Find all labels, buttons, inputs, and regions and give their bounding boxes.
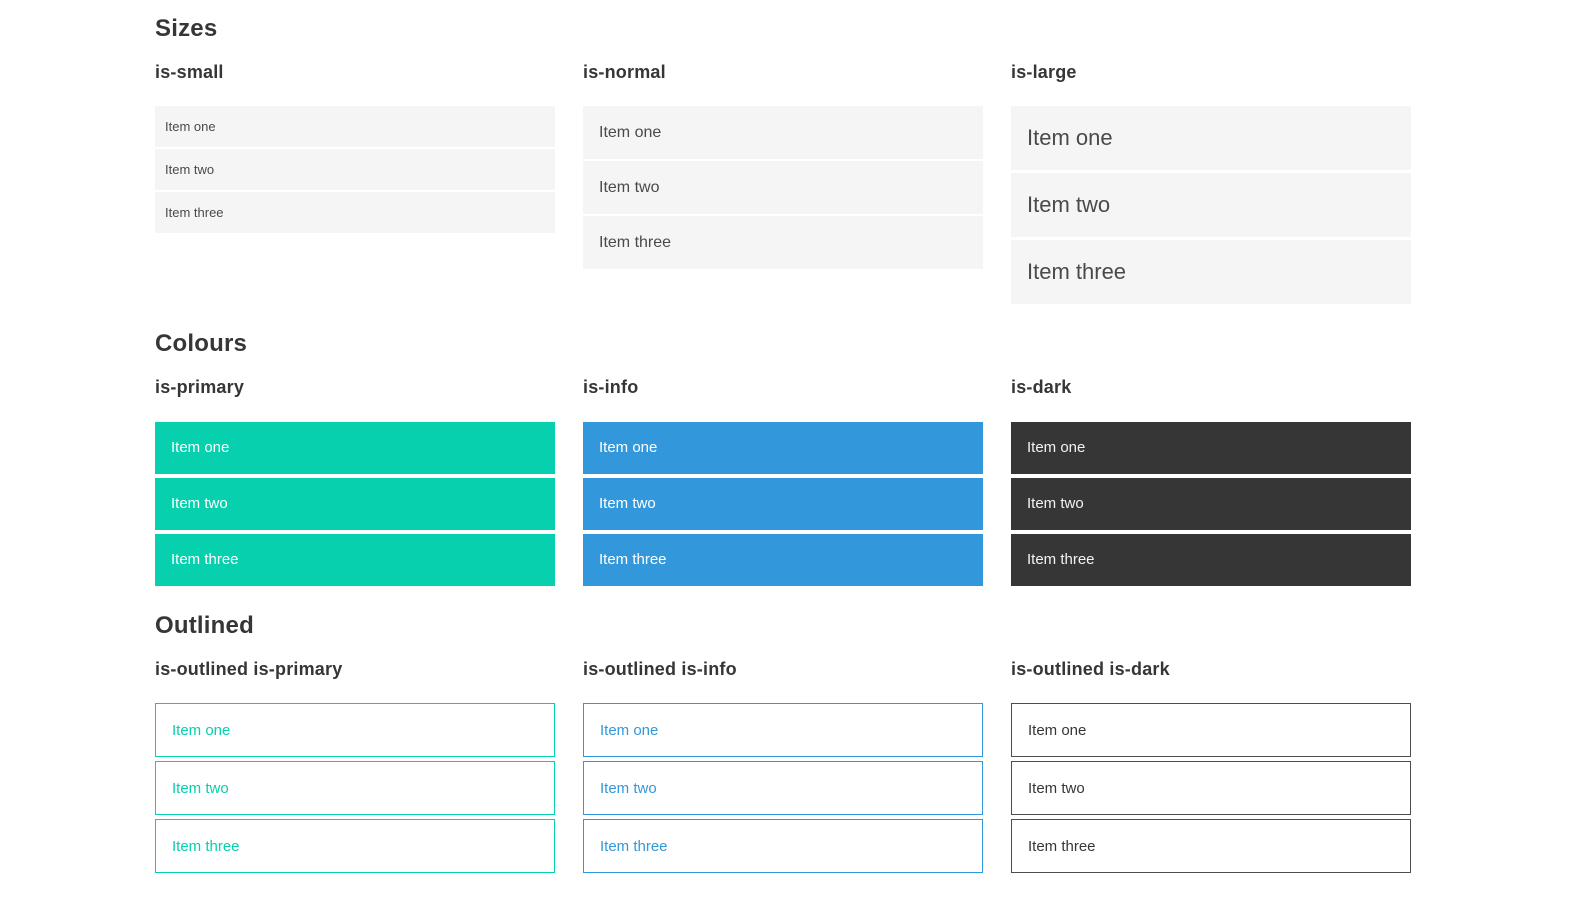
list-group-is-large: is-large Item one Item two Item three: [1011, 62, 1411, 305]
group-label: is-normal: [583, 61, 666, 82]
list-item: Item two: [1011, 761, 1411, 816]
list-item: Item one: [583, 421, 983, 474]
list-item: Item three: [1011, 533, 1411, 586]
list-item: Item one: [1011, 106, 1411, 171]
list-item: Item two: [1011, 173, 1411, 238]
sizes-grid: is-small Item one Item two Item three is…: [155, 62, 1411, 305]
list: Item one Item two Item three: [583, 703, 983, 874]
list-item: Item two: [155, 761, 555, 816]
section-colours: Colours is-primary Item one Item two Ite…: [155, 330, 1411, 586]
section-outlined: Outlined is-outlined is-primary Item one…: [155, 611, 1411, 874]
list-item: Item one: [583, 106, 983, 160]
colours-grid: is-primary Item one Item two Item three …: [155, 377, 1411, 586]
list-group-is-normal: is-normal Item one Item two Item three: [583, 62, 983, 270]
list: Item one Item two Item three: [155, 421, 555, 586]
list-item: Item one: [1011, 703, 1411, 758]
list-item: Item three: [155, 192, 555, 234]
list-item: Item three: [583, 216, 983, 270]
group-label: is-info: [583, 377, 639, 398]
list-item: Item two: [155, 477, 555, 530]
group-label: is-outlined is-primary: [155, 658, 343, 679]
list: Item one Item two Item three: [1011, 421, 1411, 586]
list-group-is-small: is-small Item one Item two Item three: [155, 62, 555, 234]
list-group-is-dark: is-dark Item one Item two Item three: [1011, 377, 1411, 586]
list: Item one Item two Item three: [155, 106, 555, 234]
list-item: Item two: [583, 161, 983, 215]
section-title: Sizes: [155, 15, 218, 42]
section-title: Colours: [155, 330, 248, 358]
list-item: Item one: [155, 703, 555, 758]
section-title: Outlined: [155, 611, 254, 639]
page-content: Sizes is-small Item one Item two Item th…: [155, 0, 1411, 874]
list: Item one Item two Item three: [583, 421, 983, 586]
list-item: Item three: [1011, 819, 1411, 874]
list-group-is-info: is-info Item one Item two Item three: [583, 377, 983, 586]
list-item: Item three: [1011, 240, 1411, 305]
list-item: Item two: [155, 149, 555, 191]
section-sizes: Sizes is-small Item one Item two Item th…: [155, 15, 1411, 305]
group-label: is-outlined is-dark: [1011, 658, 1170, 679]
list-item: Item three: [583, 819, 983, 874]
list: Item one Item two Item three: [1011, 703, 1411, 874]
group-label: is-large: [1011, 61, 1077, 82]
list-group-outlined-dark: is-outlined is-dark Item one Item two It…: [1011, 659, 1411, 874]
list-item: Item one: [583, 703, 983, 758]
list-item: Item one: [155, 106, 555, 148]
list-group-is-primary: is-primary Item one Item two Item three: [155, 377, 555, 586]
list-item: Item three: [583, 533, 983, 586]
list-group-outlined-primary: is-outlined is-primary Item one Item two…: [155, 659, 555, 874]
list-item: Item two: [1011, 477, 1411, 530]
list-item: Item two: [583, 477, 983, 530]
group-label: is-small: [155, 61, 224, 82]
list-group-outlined-info: is-outlined is-info Item one Item two It…: [583, 659, 983, 874]
group-label: is-dark: [1011, 377, 1072, 398]
list: Item one Item two Item three: [583, 106, 983, 270]
list-item: Item three: [155, 533, 555, 586]
outlined-grid: is-outlined is-primary Item one Item two…: [155, 659, 1411, 874]
group-label: is-outlined is-info: [583, 658, 737, 679]
list-item: Item one: [155, 421, 555, 474]
list: Item one Item two Item three: [1011, 106, 1411, 305]
list-item: Item three: [155, 819, 555, 874]
list-item: Item one: [1011, 421, 1411, 474]
list: Item one Item two Item three: [155, 703, 555, 874]
list-item: Item two: [583, 761, 983, 816]
group-label: is-primary: [155, 377, 245, 398]
